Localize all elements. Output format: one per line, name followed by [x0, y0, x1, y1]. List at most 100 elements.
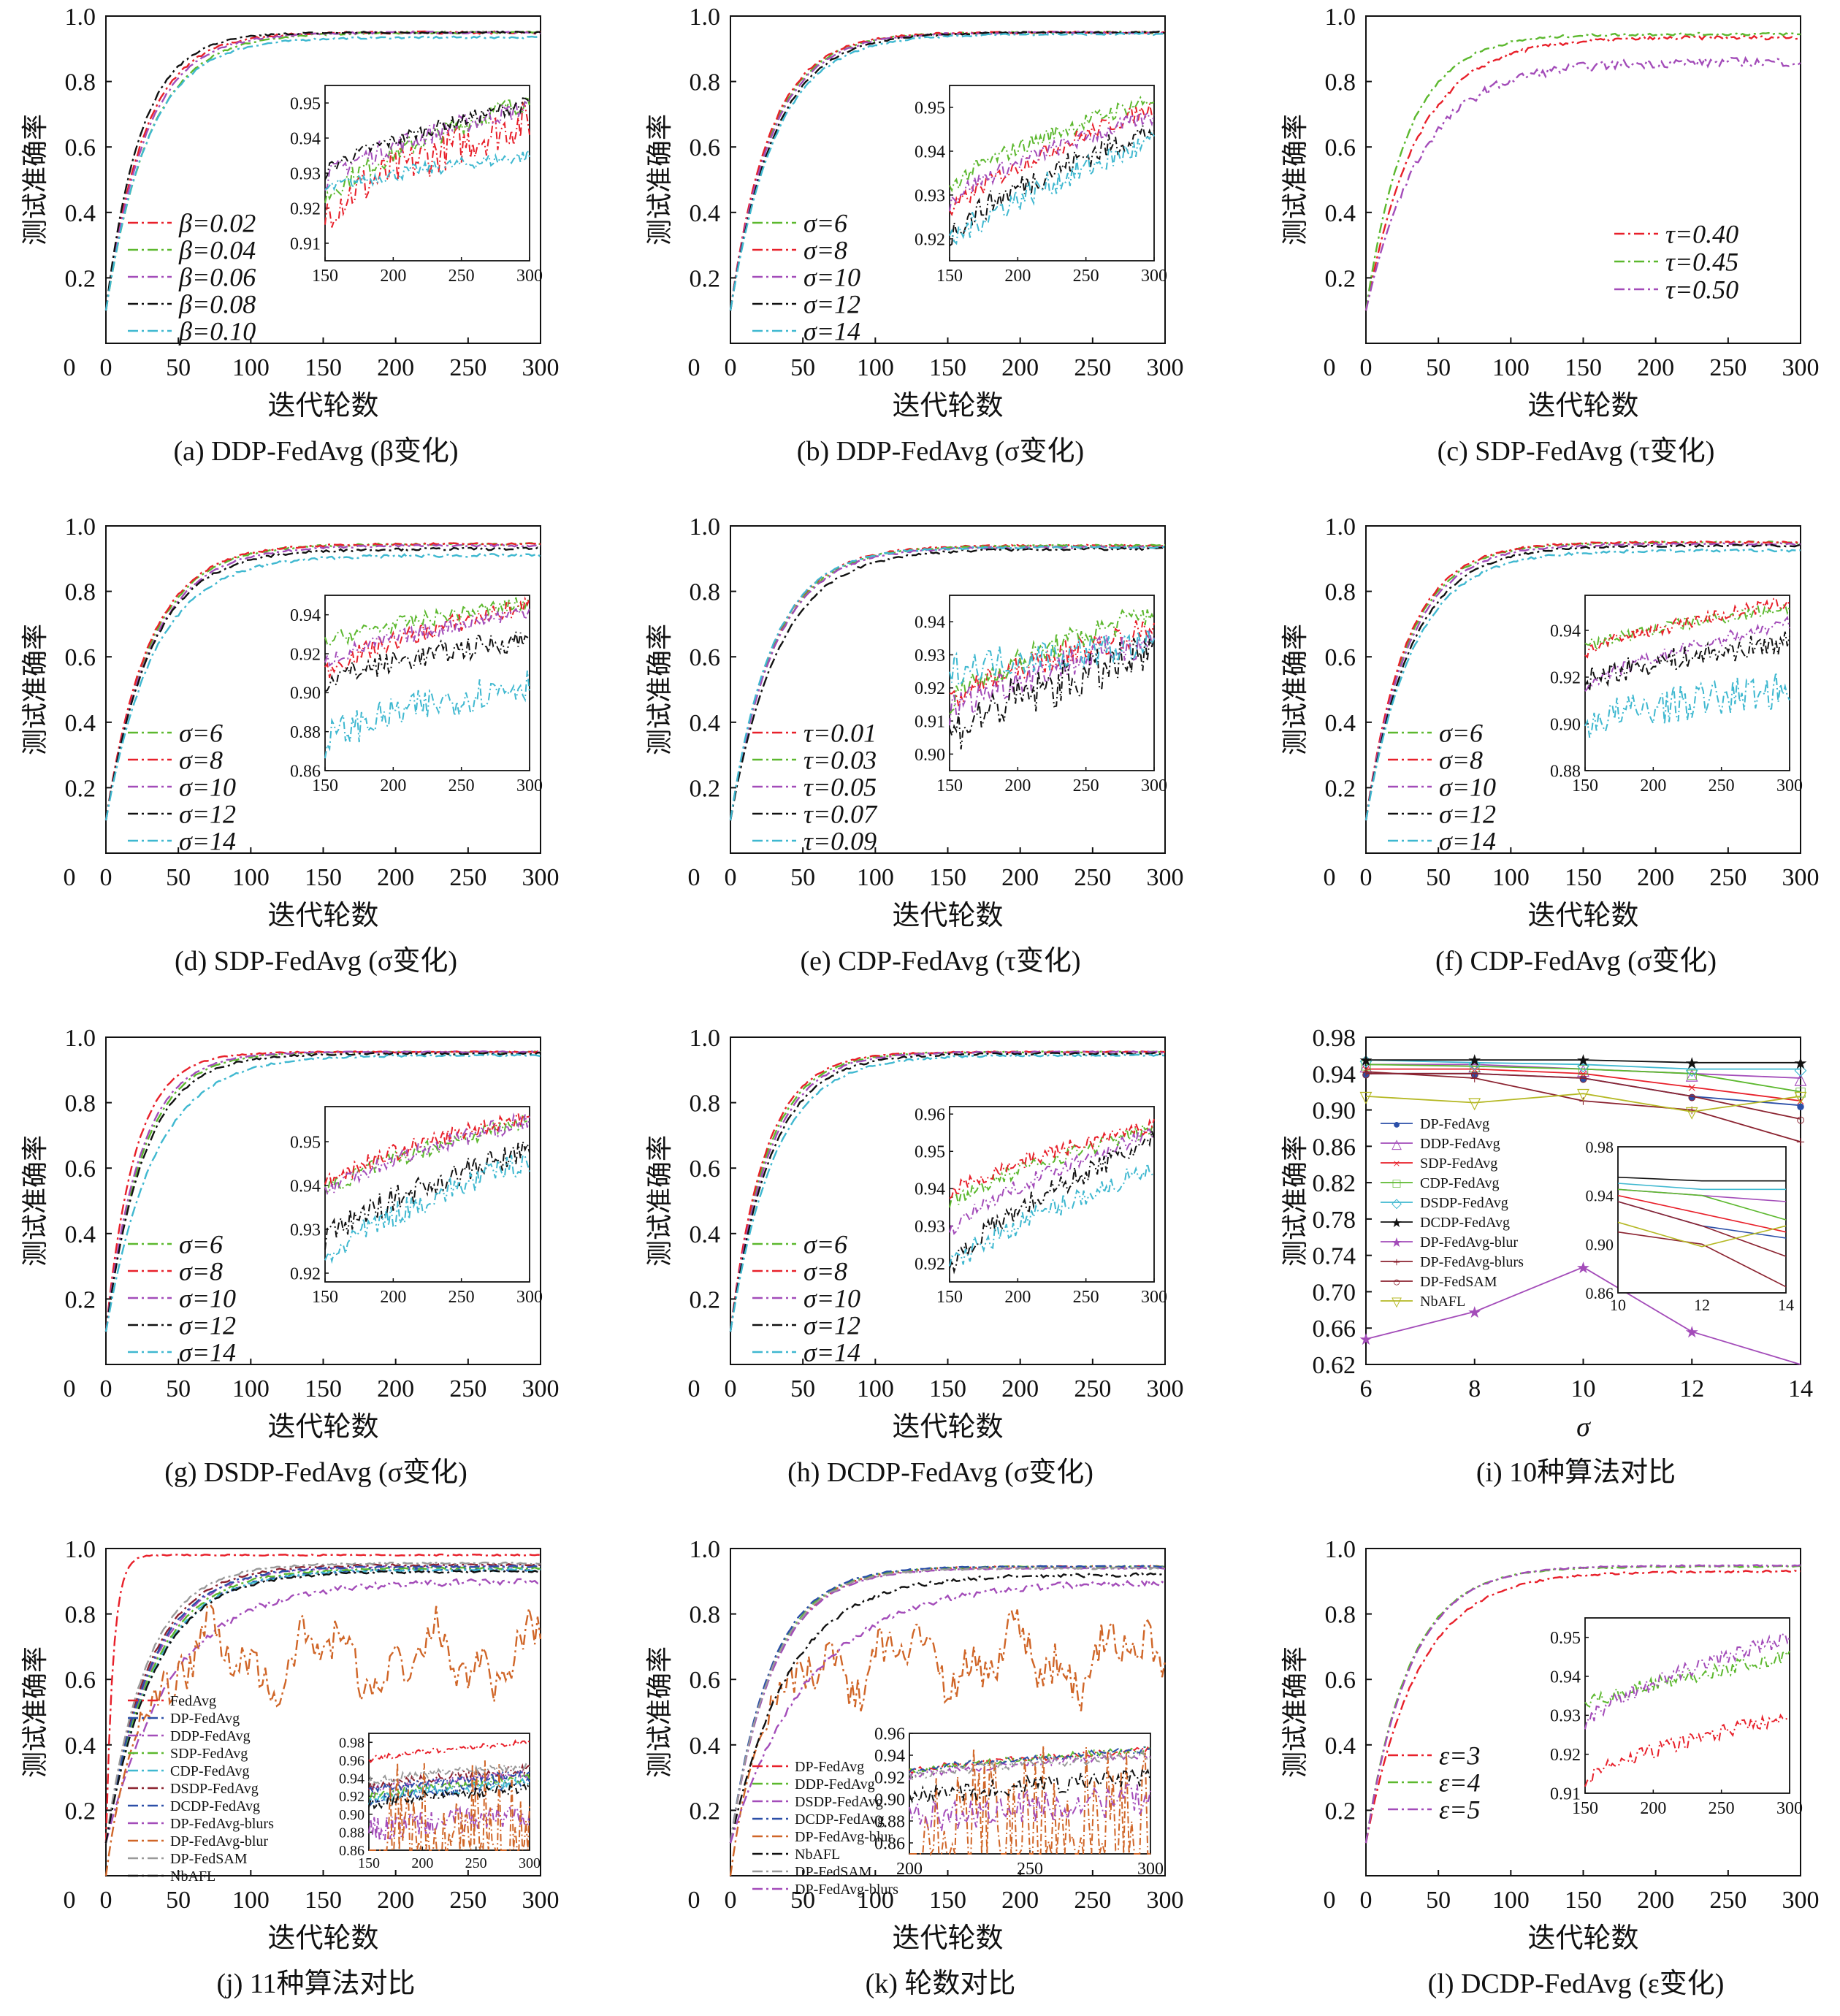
legend-label: σ=14 [803, 317, 860, 346]
series-line-i-7 [1365, 1071, 1801, 1142]
series-line-b-4 [729, 32, 1166, 311]
inset-y-tick-label: 0.88 [339, 1825, 364, 1841]
inset-x-tick-label: 200 [380, 776, 406, 795]
x-axis-label: σ [1576, 1412, 1591, 1443]
series-line-l-2 [1364, 1564, 1801, 1844]
series-marker: + [1796, 1133, 1805, 1151]
y-tick-label: 1.0 [1325, 513, 1356, 541]
inset-x-tick-label: 300 [516, 267, 543, 286]
panel-caption: (e) CDP-FedAvg (τ变化) [801, 946, 1081, 977]
y-tick-label: 0.4 [1325, 710, 1356, 737]
legend-label: τ=0.50 [1665, 275, 1738, 305]
legend-label: DP-FedAvg-blur [1420, 1234, 1518, 1251]
x-tick-label: 10 [1571, 1375, 1596, 1402]
y-tick-label: 0.6 [65, 644, 96, 671]
x-tick-label: 250 [449, 1375, 486, 1402]
x-tick-label: 150 [305, 864, 342, 891]
legend-label: β=0.02 [178, 209, 256, 238]
inset-y-tick-label: 0.93 [290, 1221, 321, 1240]
series-marker: ○ [1361, 1065, 1370, 1083]
series-marker: △ [1795, 1069, 1807, 1088]
y-tick-label: 0.2 [65, 1286, 96, 1313]
y-tick-label: 1.0 [1325, 4, 1356, 31]
x-tick-label: 300 [1147, 864, 1184, 891]
inset-series-2 [1584, 1713, 1790, 1787]
inset-series-4 [909, 1745, 1150, 1857]
inset-series-6 [909, 1750, 1151, 1780]
inset-series-4 [949, 130, 1155, 245]
legend-label: DCDP-FedAvg [795, 1811, 885, 1828]
legend: σ=6σ=8σ=10σ=12σ=14 [1388, 719, 1496, 856]
x-axis-label: 迭代轮数 [267, 1923, 378, 1954]
x-axis-label: 迭代轮数 [267, 391, 378, 421]
series-marker: ▽ [1795, 1088, 1807, 1106]
inset-x-tick-label: 250 [1073, 776, 1099, 795]
x-tick-label: 300 [1782, 354, 1820, 381]
panel-caption: (a) DDP-FedAvg (β变化) [173, 436, 458, 467]
y-tick-label: 1.0 [65, 513, 96, 541]
series-line-i-8 [1366, 1072, 1801, 1120]
inset-series-1 [324, 596, 530, 679]
legend-label: σ=6 [803, 1230, 847, 1259]
series-line-e-4 [729, 545, 1166, 821]
series-line-h-3 [729, 1051, 1166, 1332]
inset-x-tick-label: 250 [448, 776, 475, 795]
y-tick-label: 0.98 [1313, 1025, 1356, 1052]
inset-series-1 [324, 1111, 530, 1187]
legend-label: β=0.08 [178, 290, 256, 319]
inset: 150 200 250 300 0.90 0.91 0.92 0.93 0.94 [915, 595, 1167, 795]
inset-series-8 [369, 1760, 530, 1851]
x-tick-label: 200 [1001, 864, 1039, 891]
legend-label: σ=14 [803, 1338, 860, 1367]
y-tick-label: 0.86 [1313, 1134, 1356, 1161]
inset-series-3 [368, 1773, 530, 1799]
inset-y-tick-label: 0.88 [1550, 762, 1581, 781]
x-tick-label: 0 [100, 354, 112, 381]
series-line-j-0 [104, 1553, 541, 1844]
inset-y-tick-label: 0.95 [1550, 1629, 1581, 1648]
inset-series-1 [1584, 1632, 1790, 1730]
series-line-k-7 [729, 1577, 1166, 1844]
inset-x-tick-label: 150 [1572, 1799, 1598, 1818]
origin-label: 0 [688, 1375, 701, 1402]
inset-x-tick-label: 10 [1610, 1296, 1626, 1314]
inset-x-tick-label: 200 [896, 1860, 923, 1879]
inset-y-tick-label: 0.92 [874, 1768, 905, 1787]
inset-series-7 [1617, 1231, 1787, 1288]
inset-y-tick-label: 0.92 [915, 230, 945, 249]
inset-x-tick-label: 12 [1694, 1296, 1710, 1314]
inset-series-4 [324, 1154, 530, 1264]
inset-y-tick-label: 0.88 [290, 723, 321, 742]
y-tick-label: 0.4 [690, 200, 721, 227]
y-tick-label: 0.8 [65, 69, 96, 96]
inset-x-tick-label: 150 [936, 267, 963, 286]
panel-b: 测试准确率 0 50 100 150 200 250 300 0.2 0.4 0.6 0.8 1.0 0 迭… [645, 4, 1184, 467]
y-tick-label: 0.6 [1325, 134, 1356, 161]
x-tick-label: 50 [790, 864, 815, 891]
inset: 200 250 300 0.86 0.88 0.90 0.92 0.94 0.96 [874, 1725, 1164, 1879]
inset-series-4 [949, 1163, 1155, 1267]
inset-series-4 [368, 1776, 530, 1805]
inset-series-0 [949, 1123, 1155, 1208]
inset-x-tick-label: 250 [1073, 1288, 1099, 1307]
x-axis-label: 迭代轮数 [892, 391, 1003, 421]
series-line-i-4 [1365, 1059, 1801, 1070]
series-line-k-5 [729, 1572, 1166, 1844]
x-tick-label: 50 [790, 354, 815, 381]
series-marker: ◇ [1468, 1054, 1481, 1072]
inset-x-tick-label: 200 [380, 267, 406, 286]
inset-y-tick-label: 0.94 [915, 614, 945, 633]
series-marker: ★ [1793, 1054, 1808, 1072]
series-line-i-5 [1366, 1059, 1801, 1064]
inset-y-tick-label: 0.91 [1550, 1784, 1581, 1803]
inset-series-2 [1617, 1194, 1787, 1233]
inset-series-3 [1584, 631, 1790, 691]
inset-series-4 [324, 147, 530, 191]
panel-i: 测试准确率 6 8 10 12 14 0.62 0.66 0.70 0.74 0.78 0.82 0.8… [1280, 1025, 1813, 1488]
y-tick-label: 0.6 [1325, 644, 1356, 671]
inset-series-3 [324, 97, 530, 180]
legend-label: σ=12 [179, 1311, 236, 1340]
y-tick-label: 0.70 [1313, 1279, 1356, 1306]
inset-y-tick-label: 0.92 [915, 679, 945, 698]
